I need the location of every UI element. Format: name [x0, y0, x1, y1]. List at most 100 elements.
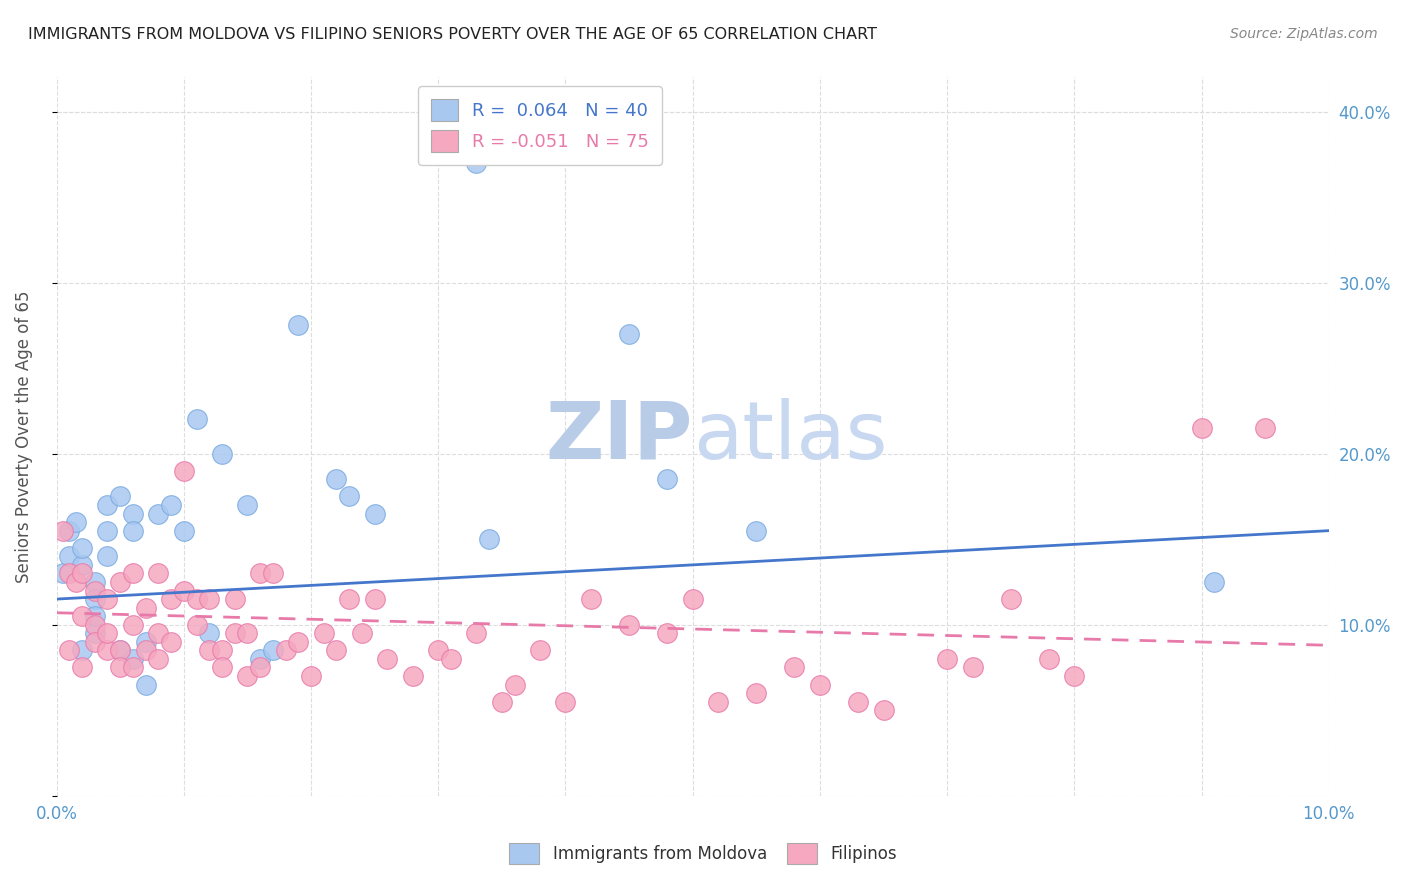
Legend: Immigrants from Moldova, Filipinos: Immigrants from Moldova, Filipinos: [502, 837, 904, 871]
Point: [65, 574, 87, 589]
Point: [70, 566, 93, 581]
Point: [186, 617, 208, 632]
Point: [135, 600, 157, 615]
Point: [211, 643, 233, 657]
Point: [249, 660, 271, 674]
Point: [325, 472, 347, 486]
Point: [236, 626, 259, 640]
Point: [1191, 421, 1213, 435]
Point: [198, 643, 221, 657]
Legend: R =  0.064   N = 40, R = -0.051   N = 75: R = 0.064 N = 40, R = -0.051 N = 75: [418, 87, 662, 165]
Point: [249, 652, 271, 666]
Point: [325, 643, 347, 657]
Point: [70, 643, 93, 657]
Point: [122, 652, 145, 666]
Point: [402, 669, 425, 683]
Point: [186, 592, 208, 607]
Point: [65, 515, 87, 529]
Point: [160, 592, 183, 607]
Point: [110, 660, 132, 674]
Point: [83, 574, 105, 589]
Point: [122, 617, 145, 632]
Point: [110, 643, 132, 657]
Point: [83, 609, 105, 624]
Point: [70, 660, 93, 674]
Point: [363, 592, 385, 607]
Point: [872, 703, 894, 717]
Point: [465, 156, 488, 170]
Point: [58, 643, 80, 657]
Text: Source: ZipAtlas.com: Source: ZipAtlas.com: [1230, 27, 1378, 41]
Point: [96, 592, 118, 607]
Point: [1063, 669, 1085, 683]
Point: [657, 626, 679, 640]
Point: [249, 566, 271, 581]
Point: [148, 566, 170, 581]
Text: IMMIGRANTS FROM MOLDOVA VS FILIPINO SENIORS POVERTY OVER THE AGE OF 65 CORRELATI: IMMIGRANTS FROM MOLDOVA VS FILIPINO SENI…: [28, 27, 877, 42]
Point: [122, 566, 145, 581]
Point: [350, 626, 373, 640]
Point: [745, 524, 768, 538]
Point: [491, 695, 513, 709]
Point: [287, 635, 309, 649]
Point: [52, 566, 75, 581]
Point: [1254, 421, 1277, 435]
Point: [211, 660, 233, 674]
Point: [135, 643, 157, 657]
Point: [160, 498, 183, 512]
Point: [478, 533, 501, 547]
Point: [312, 626, 335, 640]
Point: [377, 652, 399, 666]
Point: [70, 541, 93, 555]
Point: [173, 464, 195, 478]
Point: [224, 592, 246, 607]
Point: [1000, 592, 1022, 607]
Point: [363, 507, 385, 521]
Point: [110, 574, 132, 589]
Point: [173, 583, 195, 598]
Point: [529, 643, 551, 657]
Y-axis label: Seniors Poverty Over the Age of 65: Seniors Poverty Over the Age of 65: [15, 291, 32, 582]
Point: [58, 566, 80, 581]
Point: [745, 686, 768, 700]
Point: [70, 609, 93, 624]
Point: [579, 592, 602, 607]
Point: [707, 695, 730, 709]
Point: [262, 566, 284, 581]
Point: [198, 592, 221, 607]
Point: [554, 695, 576, 709]
Point: [96, 549, 118, 564]
Point: [173, 524, 195, 538]
Point: [83, 635, 105, 649]
Point: [122, 507, 145, 521]
Point: [58, 549, 80, 564]
Point: [83, 617, 105, 632]
Point: [122, 524, 145, 538]
Point: [783, 660, 806, 674]
Point: [962, 660, 984, 674]
Point: [52, 524, 75, 538]
Point: [657, 472, 679, 486]
Point: [236, 498, 259, 512]
Point: [96, 498, 118, 512]
Point: [148, 507, 170, 521]
Point: [299, 669, 322, 683]
Point: [83, 592, 105, 607]
Point: [148, 652, 170, 666]
Point: [808, 677, 831, 691]
Point: [135, 677, 157, 691]
Point: [1204, 574, 1226, 589]
Point: [70, 558, 93, 572]
Point: [440, 652, 463, 666]
Point: [135, 635, 157, 649]
Point: [936, 652, 959, 666]
Point: [160, 635, 183, 649]
Point: [198, 626, 221, 640]
Point: [148, 626, 170, 640]
Point: [617, 326, 640, 341]
Point: [58, 524, 80, 538]
Point: [83, 583, 105, 598]
Point: [96, 524, 118, 538]
Point: [465, 626, 488, 640]
Point: [110, 643, 132, 657]
